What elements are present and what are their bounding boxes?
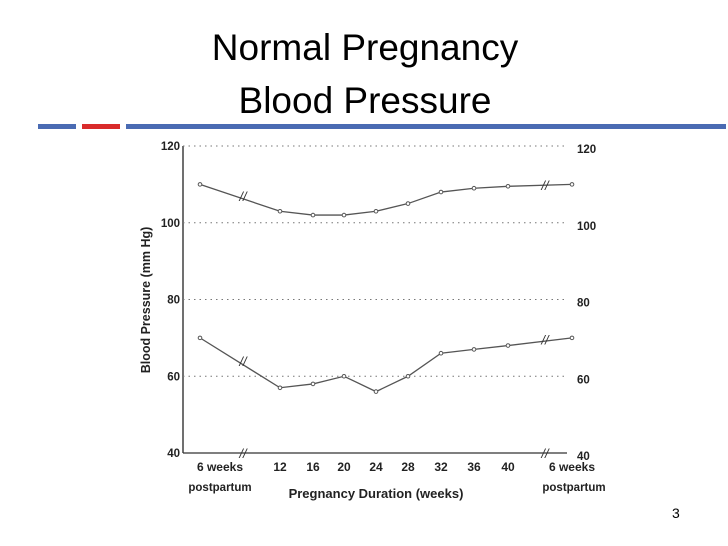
diastolic-data-point <box>569 335 575 341</box>
diastolic-data-point <box>438 350 444 356</box>
systolic-series-line <box>199 183 573 216</box>
y-tick-label-right: 40 <box>577 451 590 463</box>
x-tick-label: 12 <box>273 460 287 474</box>
systolic-data-point <box>569 182 575 187</box>
systolic-data-point <box>277 208 283 214</box>
diastolic-data-point <box>341 373 347 379</box>
diastolic-data-point <box>277 385 283 391</box>
y-tick-label-left: 40 <box>167 448 180 460</box>
systolic-data-point <box>438 189 444 195</box>
diastolic-break-marker-right: // <box>540 333 550 348</box>
slide-title-line2: Blood Pressure <box>238 80 492 121</box>
x-tick-label: 32 <box>434 460 448 474</box>
x-tick-label: 28 <box>401 460 415 474</box>
x-axis-break-marker-left: // <box>238 446 248 461</box>
x-tick-label: 40 <box>501 460 515 474</box>
diastolic-series-line <box>199 337 573 393</box>
x-tick-label: 36 <box>467 460 481 474</box>
systolic-data-point <box>310 212 316 218</box>
y-tick-label-left: 100 <box>161 218 180 230</box>
systolic-data-point <box>197 182 203 187</box>
x-tick-sublabel: postpartum <box>188 482 251 494</box>
x-tick-label: 6 weeks <box>549 460 595 474</box>
y-tick-label-right: 80 <box>577 298 590 310</box>
systolic-data-point <box>373 208 379 214</box>
x-tick-label: 6 weeks <box>197 460 243 474</box>
title-rule-blue-segment <box>126 124 726 129</box>
x-tick-sublabel: postpartum <box>542 482 605 494</box>
diastolic-data-point <box>471 347 477 352</box>
diastolic-data-point <box>505 343 511 348</box>
systolic-data-point <box>405 201 411 206</box>
y-tick-label-right: 100 <box>577 221 596 233</box>
diastolic-data-point <box>373 389 379 394</box>
x-tick-label: 20 <box>337 460 351 474</box>
page-number: 3 <box>672 505 680 521</box>
title-rule-left-segment <box>38 124 76 129</box>
diastolic-data-point <box>197 335 203 341</box>
diastolic-data-point <box>310 381 316 387</box>
y-tick-label-right: 60 <box>577 374 590 386</box>
diastolic-data-point <box>405 373 411 379</box>
y-axis-label: Blood Pressure (mm Hg) <box>139 227 153 374</box>
y-tick-label-left: 120 <box>161 141 180 153</box>
y-tick-label-left: 80 <box>167 295 180 307</box>
systolic-data-point <box>505 183 511 189</box>
systolic-break-marker-right: // <box>540 178 550 193</box>
systolic-data-point <box>471 185 477 191</box>
slide-title-line1: Normal Pregnancy <box>211 27 519 68</box>
x-axis-label: Pregnancy Duration (weeks) <box>289 486 464 501</box>
y-tick-label-left: 60 <box>167 371 180 383</box>
y-tick-label-right: 120 <box>577 144 596 156</box>
x-tick-label: 24 <box>369 460 383 474</box>
x-axis-break-marker-right: // <box>540 446 550 461</box>
diastolic-break-marker-left: // <box>238 354 248 369</box>
title-rule-red-segment <box>82 124 120 129</box>
systolic-break-marker-left: // <box>238 189 248 204</box>
systolic-data-point <box>341 212 347 218</box>
x-tick-label: 16 <box>306 460 320 474</box>
